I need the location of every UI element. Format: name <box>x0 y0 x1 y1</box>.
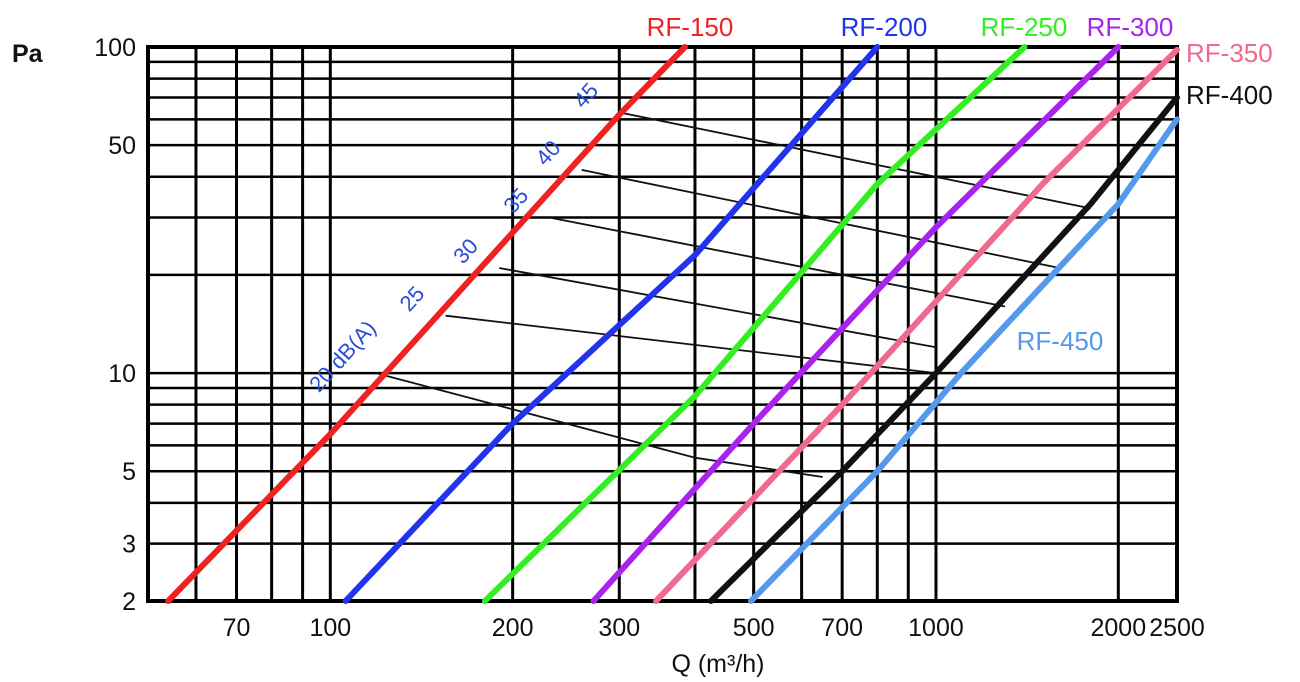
plot-frame <box>146 45 1179 603</box>
x-tick-label: 300 <box>598 614 640 642</box>
y-tick-labels: 2 3 5 10 50 100 <box>94 34 136 616</box>
noise-line <box>499 267 937 349</box>
series-label-rf-200: RF-200 <box>841 12 928 42</box>
series-line-rf-150 <box>165 44 688 604</box>
series-line-rf-450 <box>748 116 1180 604</box>
series-line-rf-350 <box>653 46 1180 604</box>
series-label-rf-400: RF-400 <box>1186 80 1273 110</box>
noise-label: 30 <box>448 234 483 269</box>
noise-line <box>445 314 937 374</box>
x-tick-label: 2500 <box>1149 614 1205 642</box>
y-tick-label: 50 <box>108 132 136 160</box>
noise-label: 45 <box>568 78 603 113</box>
noise-line <box>549 216 1006 308</box>
series-labels: RF-150 RF-200 RF-250 RF-300 RF-350 RF-400 RF-4… <box>647 12 1273 356</box>
series-label-rf-450: RF-450 <box>1017 326 1104 356</box>
y-axis-label: Pa <box>12 40 44 68</box>
series-label-rf-250: RF-250 <box>981 12 1068 42</box>
series-lines <box>165 44 1180 604</box>
noise-label: 25 <box>395 281 430 316</box>
x-tick-label: 70 <box>223 614 251 642</box>
noise-lines <box>375 111 1091 478</box>
x-tick-labels: 70 100 200 300 500 700 1000 2000 2500 <box>223 614 1205 642</box>
y-tick-label: 3 <box>122 531 136 559</box>
noise-label: 20 dB(A) <box>304 315 381 396</box>
series-line-rf-300 <box>590 44 1122 604</box>
y-tick-label: 10 <box>108 360 136 388</box>
noise-label: 40 <box>531 135 566 170</box>
y-tick-label: 5 <box>122 458 136 486</box>
x-tick-label: 700 <box>821 614 863 642</box>
series-label-rf-350: RF-350 <box>1186 38 1273 68</box>
series-line-rf-200 <box>342 44 881 604</box>
x-tick-label: 200 <box>492 614 534 642</box>
x-tick-label: 500 <box>733 614 775 642</box>
series-label-rf-300: RF-300 <box>1087 12 1174 42</box>
y-tick-label: 2 <box>122 588 136 616</box>
x-tick-label: 100 <box>309 614 351 642</box>
y-tick-label: 100 <box>94 34 136 62</box>
series-line-rf-250 <box>481 44 1028 604</box>
series-label-rf-150: RF-150 <box>647 12 734 42</box>
series-line-rf-400 <box>707 94 1180 604</box>
horizontal-gridlines <box>148 60 1177 545</box>
x-axis-label: Q (m³/h) <box>671 650 764 678</box>
x-tick-label: 1000 <box>908 614 964 642</box>
x-tick-label: 2000 <box>1090 614 1146 642</box>
noise-line <box>619 111 1091 210</box>
